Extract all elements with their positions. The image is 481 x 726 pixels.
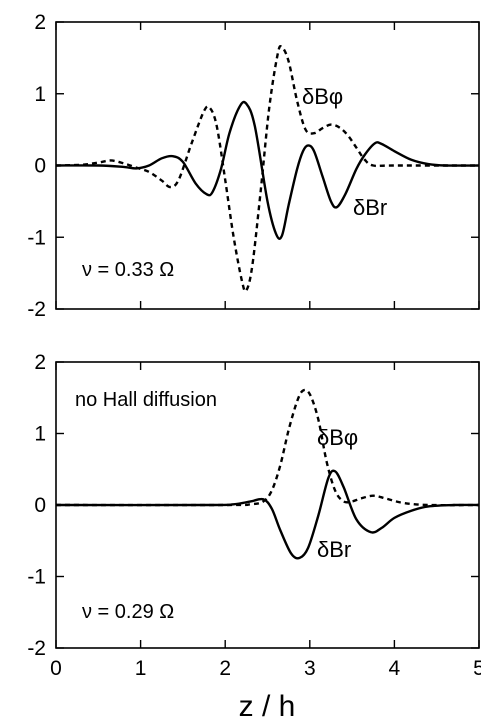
series-group [55, 388, 480, 560]
y-tick-label: -1 [27, 226, 46, 249]
series-label-dBr: δBr [317, 537, 351, 562]
y-tick-label: -1 [27, 566, 46, 589]
y-tick-label: 2 [34, 11, 46, 34]
tick-group: 210-1-20 1 2 3 4 5 [27, 351, 481, 680]
series-line-dBphi [55, 388, 480, 507]
series-label-dBphi: δBφ [317, 425, 358, 450]
x-tick-label: 2 [219, 657, 231, 680]
y-tick-label: 0 [34, 155, 46, 178]
x-axis-label: z / h [239, 690, 296, 723]
y-tick-label: 0 [34, 494, 46, 517]
annotation-no-hall: no Hall diffusion [75, 389, 217, 411]
y-tick-label: 1 [34, 83, 46, 106]
series-group [55, 44, 480, 293]
annotation-nu: ν = 0.29 Ω [82, 601, 174, 623]
x-tick-label: 1 [135, 657, 147, 680]
series-label-dBr: δBr [353, 195, 387, 220]
y-tick-label: 2 [34, 351, 46, 374]
y-tick-label: -2 [27, 637, 46, 660]
x-tick-label: 3 [304, 657, 316, 680]
y-tick-label: -2 [27, 298, 46, 321]
series-line-dBr [55, 100, 480, 240]
series-label-dBphi: δBφ [302, 84, 343, 109]
panel-top: 2 1 0 -1 -2 ν = 0.33 Ω δBφ δBr [27, 11, 480, 321]
x-tick-label: 0 [50, 657, 62, 680]
tick-group: 2 1 0 -1 -2 [27, 11, 480, 321]
panel-bottom: 210-1-20 1 2 3 4 5 no Hall diffusion ν = 0.29… [27, 351, 481, 723]
series-line-dBphi [55, 44, 479, 293]
x-tick-label: 4 [389, 657, 401, 680]
x-tick-label: 5 [473, 657, 481, 680]
annotation-nu: ν = 0.33 Ω [82, 259, 174, 281]
y-tick-label: 1 [34, 423, 46, 446]
series-line-dBr [55, 469, 480, 560]
